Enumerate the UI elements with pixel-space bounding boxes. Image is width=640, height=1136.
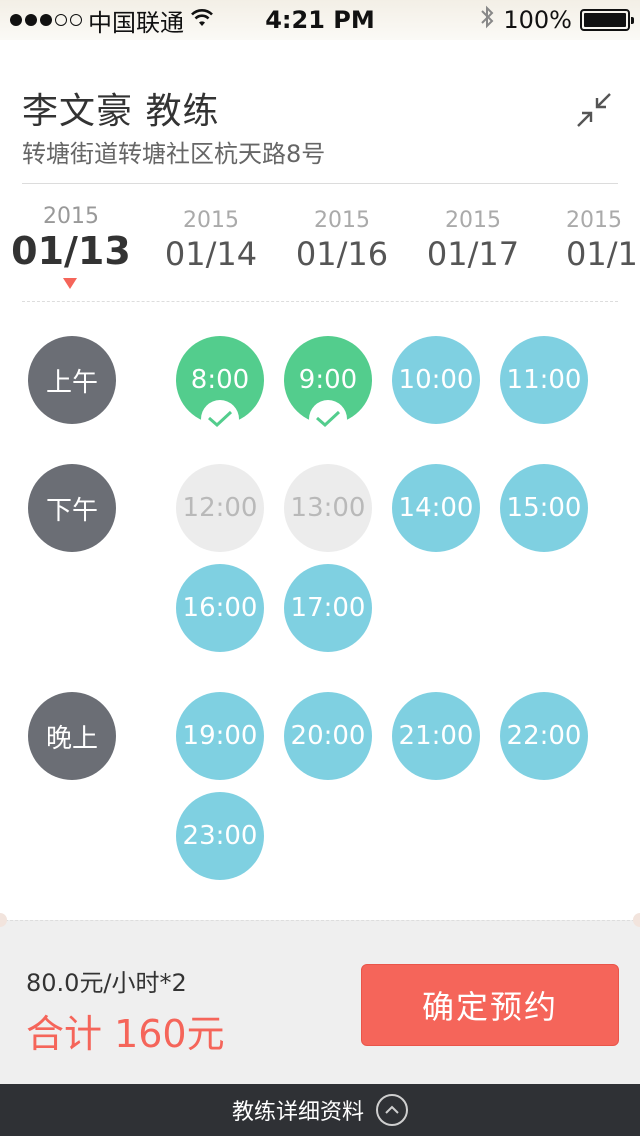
period-evening: 晚上	[28, 692, 116, 780]
coach-name: 李文豪 教练	[22, 91, 220, 132]
dates-divider	[22, 301, 618, 302]
date-day: 01/13	[11, 229, 131, 273]
date-item-0117[interactable]: 2015 01/17	[403, 208, 543, 273]
date-year: 2015	[445, 208, 501, 233]
time-slot-2100[interactable]: 21:00	[392, 692, 480, 780]
slot-time: 9:00	[298, 365, 358, 395]
wifi-icon	[190, 6, 214, 34]
date-item-0114[interactable]: 2015 01/14	[141, 208, 281, 273]
time-slot-2000[interactable]: 20:00	[284, 692, 372, 780]
ticket-notch-left	[0, 913, 7, 927]
coach-details-bar[interactable]: 教练详细资料	[0, 1084, 640, 1136]
period-morning: 上午	[28, 336, 116, 424]
date-year: 2015	[43, 204, 99, 229]
booking-summary: 80.0元/小时*2 合计 160元 确定预约	[0, 913, 640, 1084]
date-item-0113[interactable]: 2015 01/13	[1, 204, 141, 273]
time-slot-1700[interactable]: 17:00	[284, 564, 372, 652]
period-afternoon: 下午	[28, 464, 116, 552]
date-day: 01/16	[295, 235, 389, 273]
check-icon	[201, 400, 239, 438]
time-slot-1200: 12:00	[176, 464, 264, 552]
time-slot-1000[interactable]: 10:00	[392, 336, 480, 424]
time-slot-1100[interactable]: 11:00	[500, 336, 588, 424]
selected-date-marker	[63, 278, 77, 289]
status-right: 100%	[479, 4, 634, 36]
date-day: 01/14	[164, 235, 258, 273]
price-detail: 80.0元/小时*2	[26, 969, 187, 997]
coach-address: 转塘街道转塘社区杭天路8号	[22, 140, 326, 168]
time-slot-1500[interactable]: 15:00	[500, 464, 588, 552]
date-item-partial[interactable]: 2015 01/1	[534, 208, 640, 273]
date-year: 2015	[566, 208, 622, 233]
coach-details-label: 教练详细资料	[231, 1100, 364, 1125]
slot-time: 8:00	[190, 365, 250, 395]
status-bar: 中国联通 4:21 PM 100%	[0, 0, 640, 40]
date-day: 01/17	[426, 235, 520, 273]
time-slot-1900[interactable]: 19:00	[176, 692, 264, 780]
time-slot-1600[interactable]: 16:00	[176, 564, 264, 652]
chevron-up-icon	[376, 1094, 408, 1126]
ticket-notch-right	[633, 913, 640, 927]
date-year: 2015	[183, 208, 239, 233]
time-slot-0900[interactable]: 9:00	[284, 336, 372, 438]
status-left: 中国联通	[10, 6, 214, 37]
confirm-booking-button[interactable]: 确定预约	[361, 964, 619, 1046]
signal-strength-icon	[10, 14, 82, 26]
date-year: 2015	[314, 208, 370, 233]
date-item-0116[interactable]: 2015 01/16	[272, 208, 412, 273]
collapse-button[interactable]	[574, 90, 614, 130]
bluetooth-icon	[479, 4, 495, 36]
time-slot-2300[interactable]: 23:00	[176, 792, 264, 880]
status-time: 4:21 PM	[265, 6, 375, 34]
collapse-icon	[577, 93, 611, 127]
battery-icon	[580, 9, 634, 31]
time-slot-2200[interactable]: 22:00	[500, 692, 588, 780]
time-slot-0800[interactable]: 8:00	[176, 336, 264, 438]
time-slot-1300: 13:00	[284, 464, 372, 552]
date-selector[interactable]: 2015 01/13 2015 01/14 2015 01/16 2015 01…	[0, 192, 640, 292]
check-icon	[309, 400, 347, 438]
header-divider	[22, 183, 618, 184]
date-day: 01/1	[566, 235, 638, 273]
total-price: 合计 160元	[26, 1012, 225, 1056]
time-slot-1400[interactable]: 14:00	[392, 464, 480, 552]
battery-percent: 100%	[503, 6, 572, 34]
carrier-name: 中国联通	[88, 8, 184, 37]
